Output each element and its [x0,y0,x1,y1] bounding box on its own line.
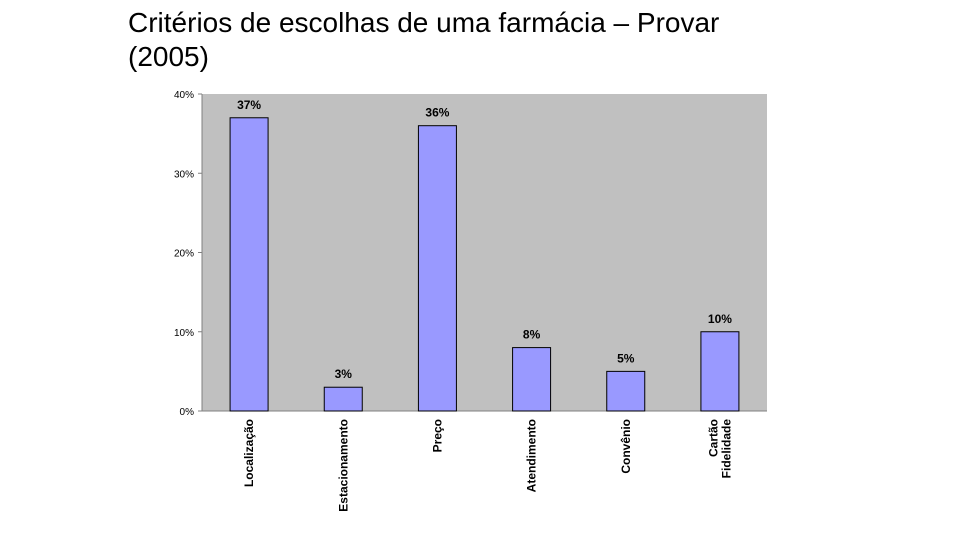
bar [229,117,269,412]
bar [323,386,363,412]
x-category-label: Localização [242,419,256,487]
y-axis: 0% 10% 20% 30% 40% [174,90,767,418]
bar-value-label: 37% [237,98,261,112]
x-category-label-line: Localização [242,419,256,487]
x-axis-labels-group: Localização Estacionamento Preço Atendiment… [242,419,733,512]
bar-value-label: 8% [523,328,541,342]
y-tick-label: 20% [174,249,194,260]
x-category-label: Estacionamento [336,419,350,512]
bar-value-label: 36% [425,106,449,120]
x-category-label: Cartão Fidelidade [706,419,733,479]
y-tick-label: 0% [180,407,195,418]
slide-title-line-2: (2005) [128,41,209,72]
data-labels-group: 37% 3% 36% 8% 5% 10% [237,98,732,381]
bar [700,331,740,412]
plot-area [202,94,767,411]
x-category-label-line: Preço [430,419,444,452]
slide-title-line-1: Critérios de escolhas de uma farmácia – … [128,7,720,38]
bar-value-label: 10% [708,312,732,326]
x-category-label: Preço [430,419,444,452]
x-category-label-line: Atendimento [525,419,539,492]
slide-title: Critérios de escolhas de uma farmácia – … [128,6,848,74]
x-category-label-line: Cartão [706,419,720,457]
x-category-label-line: Convênio [619,419,633,474]
bar [417,125,457,412]
y-tick-label: 40% [174,90,194,101]
x-category-label-line: Estacionamento [336,419,350,512]
y-tick-label: 10% [174,328,194,339]
bar [512,347,552,412]
x-category-label: Atendimento [525,419,539,492]
bar [606,370,646,412]
bar-value-label: 5% [617,351,635,365]
bar-value-label: 3% [335,367,353,381]
x-category-label-line: Fidelidade [719,419,733,479]
x-category-label: Convênio [619,419,633,474]
y-tick-label: 30% [174,169,194,180]
bars-group [229,117,740,412]
